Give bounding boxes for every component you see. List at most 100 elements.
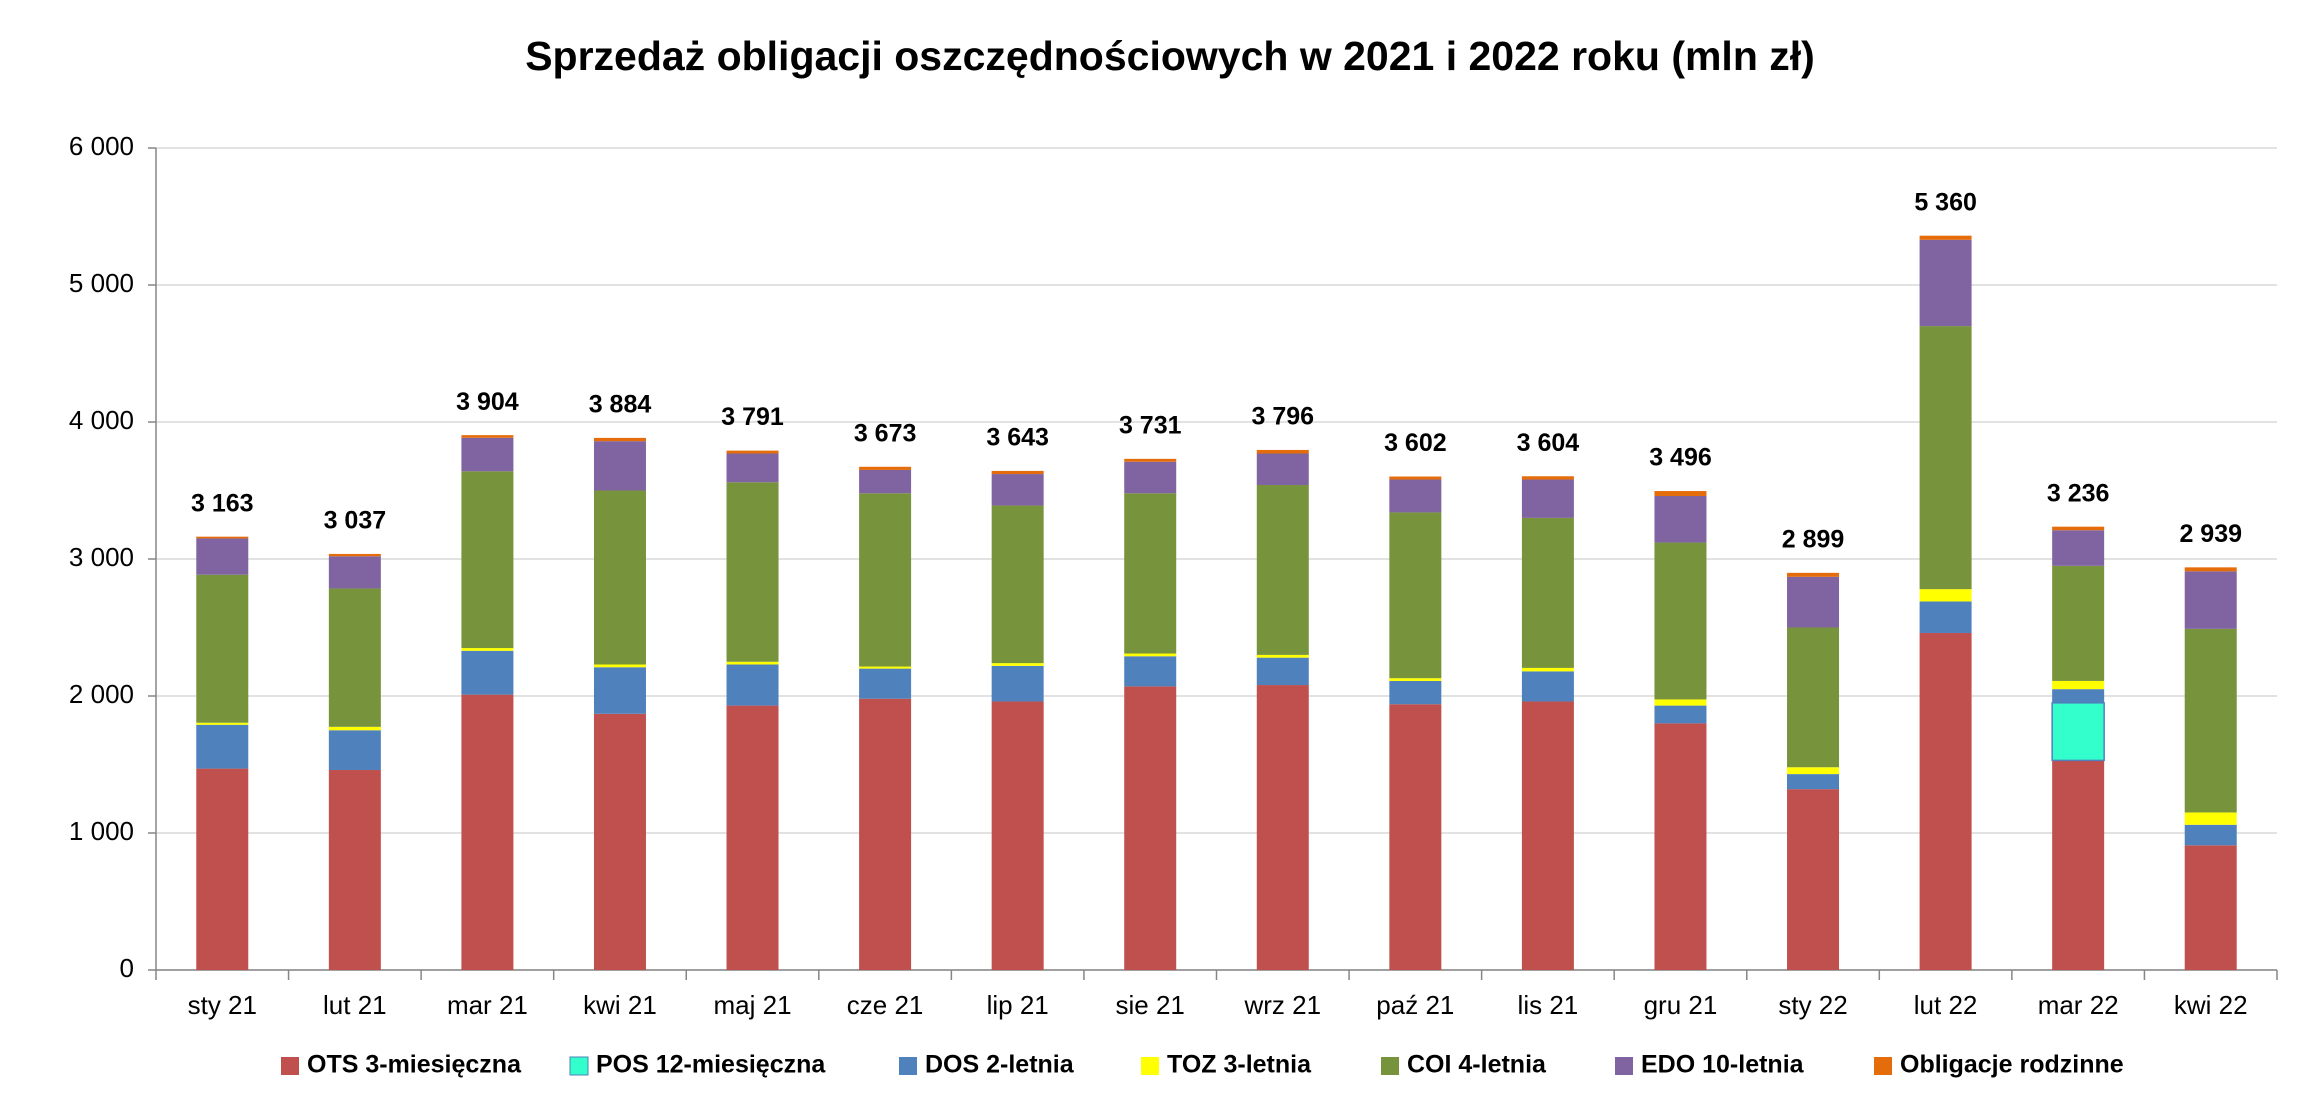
y-tick-label: 3 000 — [69, 542, 134, 572]
bar-segment — [1124, 493, 1177, 654]
bar-segment — [2052, 565, 2105, 681]
total-label: 3 673 — [854, 419, 917, 447]
bar-segment — [2184, 571, 2237, 629]
bar-segment — [991, 663, 1044, 666]
bar-segment — [328, 769, 381, 970]
bar-segment — [593, 664, 646, 668]
bar-segment — [328, 730, 381, 770]
total-label: 3 496 — [1649, 444, 1712, 472]
bar-segment — [196, 574, 249, 723]
bar-segment — [196, 536, 249, 539]
bar-segment — [196, 768, 249, 970]
legend-swatch — [569, 1056, 589, 1076]
total-label: 3 604 — [1517, 429, 1580, 457]
bar-segment — [1389, 512, 1442, 679]
bar-segment — [1521, 476, 1574, 480]
bar-segment — [991, 665, 1044, 702]
bar-segment — [593, 490, 646, 665]
bar-segment — [1256, 485, 1309, 655]
bar-segment — [859, 666, 912, 669]
bar-segment — [1124, 686, 1177, 970]
bar-segment — [1256, 449, 1309, 454]
x-tick-label: kwi 21 — [583, 990, 657, 1020]
bar-segment — [1124, 461, 1177, 494]
bar-segment — [2052, 760, 2105, 970]
legend-label: COI 4-letnia — [1407, 1051, 1547, 1079]
x-tick-label: sty 21 — [188, 990, 257, 1020]
bar-segment — [461, 694, 514, 970]
bar-segment — [1919, 589, 1972, 602]
bar-segment — [1256, 654, 1309, 658]
bar-segment — [1919, 239, 1972, 327]
bar-segment — [461, 650, 514, 695]
bar-segment — [2184, 628, 2237, 813]
bar-segment — [2051, 702, 2105, 762]
bar-segment — [1256, 453, 1309, 486]
legend-swatch — [1874, 1057, 1892, 1075]
bar-segment — [1521, 671, 1574, 702]
bar-segment — [328, 726, 381, 731]
bar-segment — [461, 471, 514, 649]
total-label: 3 904 — [456, 388, 519, 416]
bar-segment — [726, 482, 779, 662]
x-tick-label: sty 22 — [1778, 990, 1847, 1020]
y-tick-label: 2 000 — [69, 679, 134, 709]
bar-segment — [593, 713, 646, 970]
bar-segment — [1389, 704, 1442, 970]
total-label: 3 884 — [589, 391, 652, 419]
x-tick-label: mar 22 — [2038, 990, 2119, 1020]
legend-swatch — [281, 1057, 299, 1075]
bar-segment — [1389, 680, 1442, 705]
bar-segment — [726, 450, 779, 454]
chart-title: Sprzedaż obligacji oszczędnościowych w 2… — [525, 33, 1815, 79]
legend-label: Obligacje rodzinne — [1900, 1051, 2124, 1079]
bar-segment — [1521, 479, 1574, 518]
x-tick-label: lis 21 — [1518, 990, 1579, 1020]
bar-segment — [1124, 653, 1177, 657]
bar-segment — [1389, 479, 1442, 513]
total-label: 3 791 — [721, 403, 784, 431]
total-label: 3 731 — [1119, 411, 1182, 439]
bar-segment — [1787, 576, 1840, 628]
total-label: 3 236 — [2047, 479, 2110, 507]
y-tick-label: 4 000 — [69, 405, 134, 435]
bar-segment — [593, 441, 646, 491]
bar-segment — [1256, 657, 1309, 686]
legend-label: DOS 2-letnia — [925, 1051, 1075, 1079]
bar-segment — [859, 493, 912, 667]
x-tick-label: sie 21 — [1116, 990, 1185, 1020]
total-label: 5 360 — [1914, 188, 1977, 216]
bar-segment — [2184, 824, 2237, 846]
bar-segment — [991, 474, 1044, 506]
total-label: 2 939 — [2179, 520, 2242, 548]
bar-segment — [1124, 656, 1177, 687]
bar-segment — [328, 556, 381, 589]
bar-segment — [1654, 705, 1707, 724]
bar-segment — [1654, 495, 1707, 543]
legend-label: TOZ 3-letnia — [1167, 1051, 1312, 1079]
x-tick-label: lut 22 — [1914, 990, 1978, 1020]
bar-segment — [1919, 326, 1972, 590]
y-tick-label: 1 000 — [69, 816, 134, 846]
bar-segment — [196, 724, 249, 769]
bar-segment — [726, 661, 779, 665]
bar-segment — [593, 437, 646, 442]
bar-segment — [1124, 458, 1177, 462]
bar-segment — [328, 553, 381, 557]
bar-segment — [196, 722, 249, 725]
bar-segment — [1521, 667, 1574, 672]
bar-segment — [1389, 678, 1442, 681]
bar-segment — [1521, 517, 1574, 668]
legend-label: OTS 3-miesięczna — [307, 1051, 522, 1079]
bar-segment — [2052, 526, 2105, 531]
x-tick-label: kwi 22 — [2174, 990, 2248, 1020]
x-tick-label: gru 21 — [1644, 990, 1718, 1020]
bar-segment — [1654, 699, 1707, 706]
bar-segment — [1787, 627, 1840, 768]
legend-swatch — [1381, 1057, 1399, 1075]
bar-segment — [2184, 567, 2237, 572]
x-tick-label: wrz 21 — [1243, 990, 1321, 1020]
bar-segment — [1256, 685, 1309, 970]
total-label: 3 163 — [191, 489, 254, 517]
